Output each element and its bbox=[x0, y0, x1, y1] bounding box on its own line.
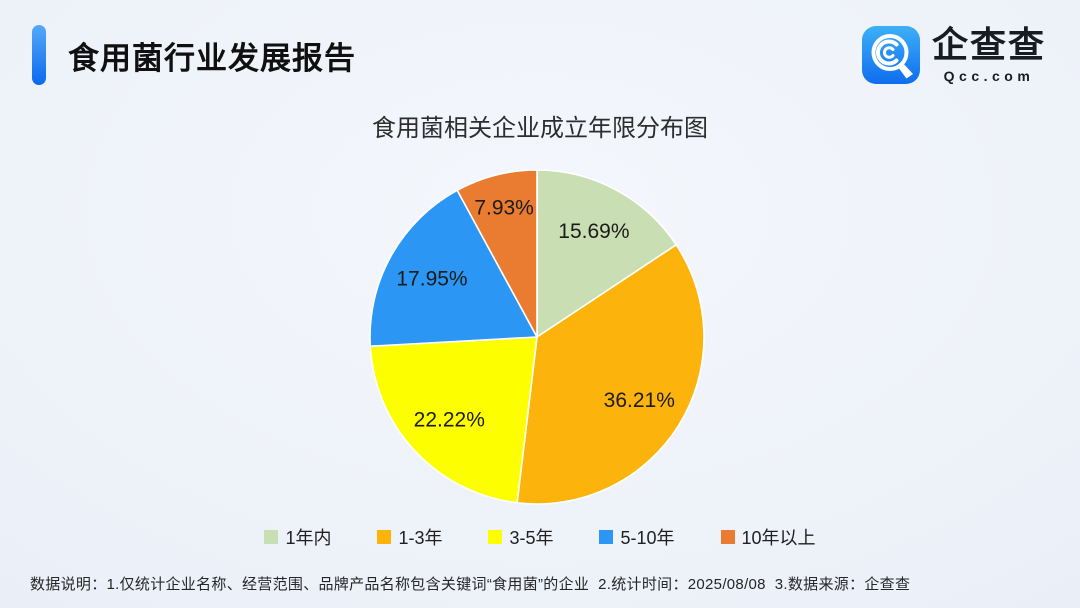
legend-item-1-3年[interactable]: 1-3年 bbox=[377, 524, 442, 550]
legend-label: 5-10年 bbox=[620, 528, 675, 548]
legend-item-10年以上[interactable]: 10年以上 bbox=[720, 524, 816, 550]
legend-item-3-5年[interactable]: 3-5年 bbox=[488, 524, 553, 550]
legend-swatch bbox=[264, 530, 279, 544]
legend: 1年内 1-3年 3-5年 5-10年 10年以上 bbox=[0, 524, 1080, 550]
report-title-block: 食用菌行业发展报告 bbox=[32, 25, 356, 85]
pie-slice-10年以上[interactable] bbox=[456, 169, 538, 338]
legend-swatch bbox=[599, 530, 614, 544]
legend-item-1年内[interactable]: 1年内 bbox=[264, 524, 331, 550]
pie-slice-5-10年[interactable] bbox=[369, 189, 538, 348]
pie-slice-label: 17.95% bbox=[396, 267, 467, 290]
legend-swatch bbox=[488, 530, 503, 544]
legend-label: 3-5年 bbox=[509, 528, 554, 548]
pie-slice-3-5年[interactable] bbox=[369, 336, 538, 504]
pie-slice-label: 36.21% bbox=[604, 389, 675, 412]
title-accent-bar bbox=[32, 25, 46, 85]
qcc-magnifier-icon bbox=[861, 26, 920, 84]
logo-brand-name: 企查查 bbox=[931, 23, 1046, 65]
legend-item-5-10年[interactable]: 5-10年 bbox=[599, 524, 675, 550]
pie-slice-1-3年[interactable] bbox=[516, 243, 705, 505]
legend-swatch bbox=[377, 530, 392, 544]
pie-slice-label: 22.22% bbox=[414, 408, 485, 431]
qcc-logo-text: 企查查 Qcc.com bbox=[931, 23, 1046, 84]
qcc-logo: 企查查 Qcc.com bbox=[861, 25, 1046, 85]
logo-domain: Qcc.com bbox=[943, 67, 1035, 84]
legend-label: 1年内 bbox=[285, 528, 332, 548]
pie-slice-label: 15.69% bbox=[558, 220, 629, 243]
footer-note: 数据说明：1.仅统计企业名称、经营范围、品牌产品名称包含关键词“食用菌”的企业 … bbox=[30, 576, 911, 593]
header: 食用菌行业发展报告 企查查 Qcc.com bbox=[32, 25, 1046, 85]
pie-slice-label: 7.93% bbox=[474, 197, 534, 220]
page-title: 食用菌行业发展报告 bbox=[68, 40, 356, 76]
legend-label: 1-3年 bbox=[398, 528, 443, 548]
pie-slice-1年内[interactable] bbox=[536, 169, 678, 338]
pie-chart: 15.69% 36.21% 22.22% 17.95% 7.93% bbox=[369, 169, 705, 505]
legend-label: 10年以上 bbox=[741, 528, 816, 548]
chart-title: 食用菌相关企业成立年限分布图 bbox=[372, 115, 708, 142]
legend-swatch bbox=[720, 530, 735, 544]
